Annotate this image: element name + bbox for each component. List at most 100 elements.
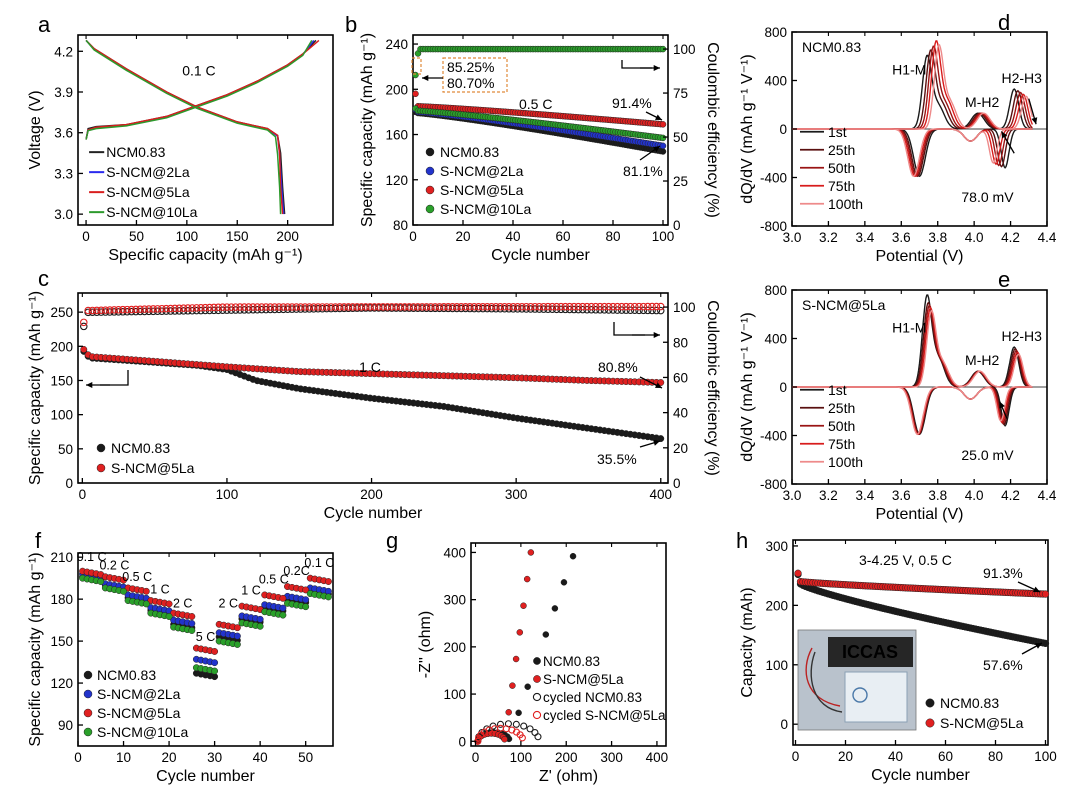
panel-c-ce-pointer bbox=[613, 322, 645, 336]
panel-a-y-ticklabel: 3.9 bbox=[54, 85, 73, 100]
panel-d-charge-50th bbox=[792, 45, 1033, 130]
panel-c-ce-point-S-NCM@5La bbox=[266, 303, 275, 311]
panel-c-ce-point-S-NCM@5La bbox=[366, 303, 374, 311]
panel-c-ce-point-S-NCM@5La bbox=[275, 303, 283, 311]
panel-label-d: d bbox=[998, 10, 1010, 35]
panel-e-annotation-h1m: H1-M bbox=[892, 319, 926, 335]
panel-f-point-S-NCM@10La bbox=[211, 667, 219, 675]
panel-f-point-S-NCM@2La bbox=[279, 604, 287, 612]
panel-g-tail-NCM0.83 bbox=[515, 709, 522, 717]
panel-h-xlabel: Cycle number bbox=[871, 767, 970, 784]
panel-h-annotation-576: 57.6% bbox=[983, 657, 1023, 673]
panel-c-y2-ticklabel: 60 bbox=[673, 370, 688, 385]
panel-d-title: NCM0.83 bbox=[802, 39, 861, 55]
panel-e-y-ticklabel: -800 bbox=[760, 477, 787, 492]
panel-c-ce-point-S-NCM@5La bbox=[114, 306, 123, 314]
panel-b-legend-marker bbox=[425, 204, 435, 214]
panel-h-point-S-NCM@5La bbox=[1041, 590, 1050, 598]
panel-c-ce-point-S-NCM@5La bbox=[97, 306, 105, 314]
panel-d-annotation-h2h3: H2-H3 bbox=[1001, 70, 1042, 86]
panel-c-ce-point-S-NCM@5La bbox=[613, 302, 622, 311]
panel-a-x-ticklabel: 100 bbox=[176, 229, 199, 244]
panel-c-y2-ticklabel: 0 bbox=[673, 476, 681, 491]
panel-g-tail-S-NCM@5La bbox=[523, 575, 531, 583]
panel-f-legend-label: S-NCM@5La bbox=[97, 705, 181, 721]
panel-c-ce-point-NCM0.83 bbox=[509, 305, 518, 313]
panel-d-legend-label: 75th bbox=[828, 178, 855, 194]
panel-c-ce-point-S-NCM@5La bbox=[617, 302, 626, 311]
panel-g-tail-S-NCM@5La bbox=[516, 629, 524, 636]
panel-c-ce-point-S-NCM@5La bbox=[132, 305, 140, 314]
panel-e-x-ticklabel: 3.4 bbox=[855, 488, 874, 503]
panel-c-ce-point-S-NCM@5La bbox=[440, 303, 448, 311]
panel-b-annotation-box bbox=[442, 57, 508, 93]
panel-h-legend-label: NCM0.83 bbox=[940, 695, 999, 711]
panel-c-legend-label: S-NCM@5La bbox=[111, 460, 195, 476]
panel-c-ce-point-S-NCM@5La bbox=[110, 306, 118, 314]
panel-e-y-ticklabel: 400 bbox=[764, 332, 787, 347]
panel-c-ce-point-S-NCM@5La bbox=[565, 302, 574, 311]
panel-h-inset-display bbox=[828, 637, 913, 667]
panel-f-point-S-NCM@10La bbox=[324, 593, 332, 601]
panel-g-tail-NCM0.83 bbox=[542, 631, 550, 638]
panel-b-x-ticklabel: 100 bbox=[652, 229, 675, 244]
panel-e-legend-label: 25th bbox=[828, 400, 855, 416]
panel-g-legend-label: cycled NCM0.83 bbox=[543, 690, 642, 705]
panel-c-x-ticklabel: 400 bbox=[650, 487, 673, 502]
panel-g-tail-S-NCM@5La bbox=[520, 602, 527, 609]
panel-f-rate-label: 0.2C bbox=[283, 564, 309, 578]
panel-h-inset-cell bbox=[844, 671, 908, 723]
panel-e-x-ticklabel: 3.2 bbox=[819, 488, 838, 503]
panel-c-y2-ticklabel: 40 bbox=[673, 406, 688, 421]
panel-c-ce-point-S-NCM@5La bbox=[231, 303, 240, 311]
panel-b-point-S-NCM@5La bbox=[412, 90, 419, 98]
panel-c-ce-point-NCM0.83 bbox=[296, 305, 305, 313]
panel-a-charge-S-NCM@5La bbox=[85, 39, 320, 140]
panel-c-point-NCM0.83 bbox=[657, 435, 665, 443]
panel-b-point-NCM0.83 bbox=[659, 148, 667, 155]
panel-c-ce-point-S-NCM@5La bbox=[466, 303, 474, 311]
panel-d-y-ticklabel: 800 bbox=[764, 25, 787, 40]
panel-c-ce-point-S-NCM@5La bbox=[470, 303, 478, 311]
panel-c-ce-point-S-NCM@5La bbox=[496, 302, 505, 311]
panel-f-rate-label: 0.2 C bbox=[99, 559, 129, 573]
panel-g-point-cycled NCM0.83 bbox=[512, 720, 520, 728]
panel-c-ce-point-S-NCM@5La bbox=[335, 303, 344, 311]
panel-a-y-ticklabel: 3.6 bbox=[54, 126, 73, 141]
panel-c-ce-point-S-NCM@5La bbox=[370, 303, 379, 311]
panel-c-xlabel: Cycle number bbox=[324, 505, 423, 522]
panel-c-ce-point-S-NCM@5La bbox=[652, 302, 661, 311]
panel-f-legend-marker bbox=[83, 708, 93, 718]
panel-c-ce-point-S-NCM@5La bbox=[626, 302, 635, 311]
panel-c-ce-point-NCM0.83 bbox=[652, 306, 661, 315]
panel-a-charge-S-NCM@10La bbox=[85, 40, 313, 140]
panel-b-arrow-811-head bbox=[653, 146, 660, 153]
panel-c-ce-point-S-NCM@5La bbox=[635, 302, 643, 311]
panel-f-point-S-NCM@2La bbox=[233, 632, 241, 640]
panel-g-point-S-NCM@5La bbox=[501, 736, 508, 743]
panel-g-y-ticklabel: 400 bbox=[443, 545, 466, 560]
panel-c-y2-ticklabel: 20 bbox=[673, 441, 688, 456]
panel-c-ce-point-S-NCM@5La bbox=[375, 303, 383, 311]
panel-c-ce-point-NCM0.83 bbox=[119, 308, 127, 316]
panel-g-tail-NCM0.83 bbox=[524, 683, 531, 690]
panel-c-ce-point-S-NCM@5La bbox=[349, 303, 357, 311]
panel-c-annotation-355: 35.5% bbox=[597, 451, 637, 467]
panel-c-ce-point-S-NCM@5La bbox=[175, 304, 183, 313]
panel-b-x-ticklabel: 0 bbox=[409, 229, 417, 244]
panel-c-ce-point-NCM0.83 bbox=[648, 306, 656, 315]
panel-c-ce-point-S-NCM@5La bbox=[574, 302, 583, 311]
panel-h-inset-wire-red bbox=[805, 647, 841, 707]
panel-c-frame bbox=[77, 292, 669, 484]
panel-c-ce-point-NCM0.83 bbox=[513, 305, 522, 313]
panel-g-tail-NCM0.83 bbox=[569, 552, 577, 560]
panel-c-ce-point-NCM0.83 bbox=[630, 306, 639, 315]
panel-b-ylabel: Specific capacity (mAh g⁻¹) bbox=[359, 33, 376, 227]
panel-label-e: e bbox=[998, 267, 1010, 292]
panel-d-x-ticklabel: 4.4 bbox=[1038, 230, 1057, 245]
panel-d-annotation-mh2: M-H2 bbox=[965, 94, 999, 110]
panel-f-point-S-NCM@2La bbox=[188, 620, 196, 627]
panel-f-y-ticklabel: 90 bbox=[58, 718, 73, 733]
panel-e-x-ticklabel: 3.0 bbox=[783, 488, 802, 503]
panel-c-ce-point-S-NCM@5La bbox=[435, 303, 444, 311]
